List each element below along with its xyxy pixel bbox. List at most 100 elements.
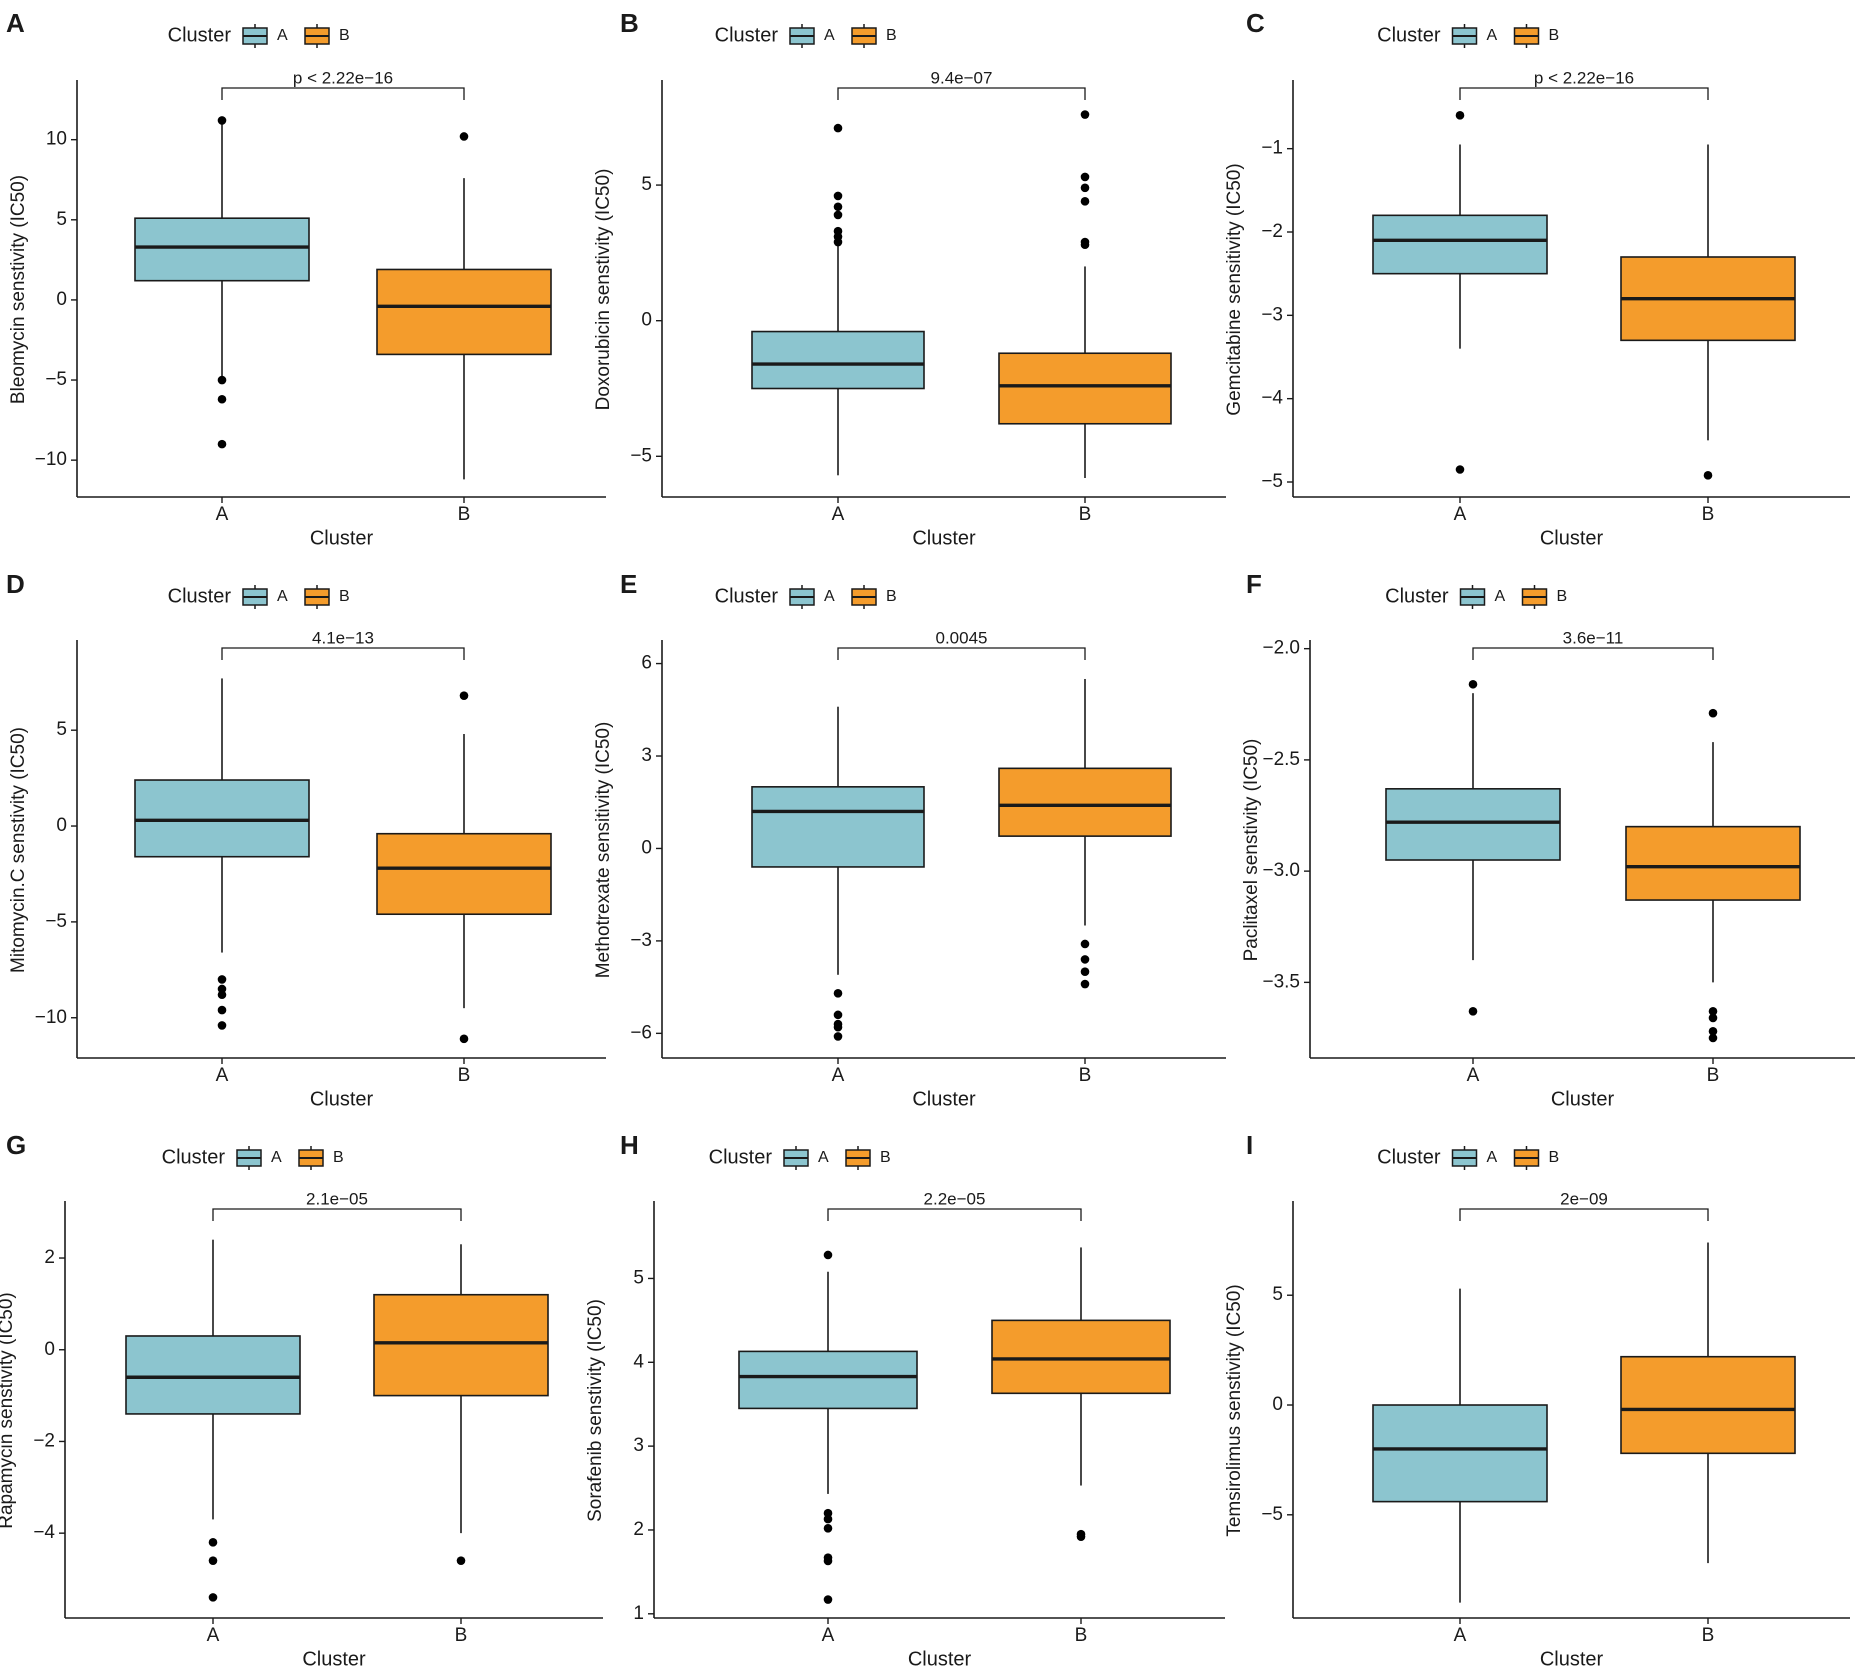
outlier-point <box>459 132 469 141</box>
box-b <box>1620 144 1796 480</box>
outlier-point <box>833 123 843 133</box>
y-tick-label: −5 <box>45 911 67 932</box>
significance-bracket <box>1472 647 1714 660</box>
legend-title: Cluster <box>168 585 232 607</box>
x-tick-label: B <box>1079 504 1092 525</box>
y-tick-label: 5 <box>1272 1284 1283 1305</box>
box-b <box>998 110 1172 479</box>
y-axis-label: Paclitaxel senstivity (IC50) <box>1241 739 1262 962</box>
x-tick-label: B <box>1707 1065 1720 1086</box>
box-iqr <box>991 1319 1171 1395</box>
legend-title: Cluster <box>1377 1146 1441 1168</box>
legend: Cluster A B <box>162 1146 344 1170</box>
legend-label-b: B <box>886 27 897 44</box>
x-axis-label: Cluster <box>912 1088 976 1110</box>
box-b <box>991 1247 1171 1541</box>
significance-bracket <box>1459 1208 1709 1221</box>
outlier-point <box>217 116 227 125</box>
outlier-point <box>1080 939 1090 949</box>
p-value-label: 2e−09 <box>1560 1189 1608 1208</box>
outlier-point <box>823 1556 833 1566</box>
panel-letter: I <box>1246 1130 1253 1160</box>
panel-letter: E <box>620 569 637 599</box>
box-iqr <box>125 1335 301 1415</box>
y-axis-label: Gemcitabine sensitivity (IC50) <box>1224 163 1245 415</box>
y-axis-label: Doxorubicin senstivity (IC50) <box>593 169 614 411</box>
box-iqr <box>134 217 310 282</box>
outlier-point <box>217 394 227 404</box>
x-axis-label: Cluster <box>912 527 976 549</box>
significance-bracket <box>1459 87 1709 100</box>
legend-label-b: B <box>1549 27 1560 44</box>
outlier-point <box>1080 955 1090 964</box>
y-tick-label: −5 <box>1261 1504 1283 1525</box>
box-a <box>125 1239 301 1602</box>
box-b <box>376 691 552 1044</box>
outlier-point <box>1080 110 1090 119</box>
outlier-point <box>217 975 227 984</box>
box-a <box>738 1250 918 1604</box>
p-value-label: p < 2.22e−16 <box>293 68 393 87</box>
p-value-label: p < 2.22e−16 <box>1534 68 1634 87</box>
box-a <box>1372 1288 1548 1603</box>
x-tick-label: B <box>1702 504 1715 525</box>
box-b <box>376 132 552 480</box>
x-tick-label: A <box>822 1625 835 1646</box>
outlier-point <box>459 691 469 700</box>
y-axis-label: Methotrexate sensitivity (IC50) <box>593 722 614 979</box>
outlier-point <box>1080 237 1090 247</box>
y-tick-label: −3 <box>630 930 652 951</box>
y-tick-label: 0 <box>56 289 67 310</box>
outlier-point <box>833 210 843 220</box>
box-iqr <box>376 268 552 356</box>
x-tick-label: B <box>458 1065 471 1086</box>
y-axis-label: Mitomycin.C senstivity (IC50) <box>8 727 29 973</box>
y-tick-label: −10 <box>35 1007 67 1028</box>
y-tick-label: −5 <box>1261 471 1283 492</box>
y-tick-label: 0 <box>641 837 652 858</box>
legend: Cluster A B <box>715 585 897 609</box>
box-iqr <box>1372 1404 1548 1503</box>
legend-label-b: B <box>886 588 897 605</box>
y-tick-label: 10 <box>46 129 67 150</box>
legend: Cluster A B <box>168 24 350 48</box>
y-tick-label: −3.0 <box>1262 860 1300 881</box>
p-value-label: 2.2e−05 <box>924 1189 986 1208</box>
p-value-label: 3.6e−11 <box>1563 628 1624 647</box>
box-b <box>998 678 1172 989</box>
box-a <box>1372 111 1548 474</box>
legend-label-b: B <box>1549 1149 1560 1166</box>
x-tick-label: A <box>216 1065 229 1086</box>
outlier-point <box>1708 1033 1718 1043</box>
y-tick-label: 3 <box>633 1435 644 1456</box>
panel-i: I Cluster A B 5 0 −5 Temsirolimus senstivity (I… <box>1224 1130 1850 1669</box>
outlier-point <box>833 202 843 212</box>
box-iqr <box>738 1350 918 1410</box>
y-tick-label: −5 <box>630 445 652 466</box>
box-iqr <box>134 779 310 858</box>
outlier-point <box>1080 197 1090 206</box>
outlier-point <box>823 1250 833 1260</box>
outlier-point <box>1468 679 1478 689</box>
y-tick-label: −2 <box>1261 221 1283 242</box>
x-axis-label: Cluster <box>302 1648 366 1669</box>
panel-letter: B <box>620 8 639 38</box>
y-tick-label: −2.0 <box>1262 638 1300 659</box>
x-tick-label: B <box>1075 1625 1088 1646</box>
y-tick-label: 0 <box>44 1339 55 1360</box>
y-tick-label: −2 <box>33 1430 55 1451</box>
outlier-point <box>823 1523 833 1533</box>
y-tick-label: −4 <box>33 1522 55 1543</box>
outlier-point <box>1080 979 1090 989</box>
outlier-point <box>1455 111 1465 120</box>
outlier-point <box>217 1021 227 1030</box>
panel-a: A Cluster A B 10 5 0 −5 −10 Bleomycin senstivity … <box>6 8 606 549</box>
panel-letter: A <box>6 8 25 38</box>
box-iqr <box>1625 825 1801 901</box>
y-tick-label: −4 <box>1261 388 1283 409</box>
panel-e: E Cluster A B 6 3 0 −3 −6 Methotrexate sensitivit… <box>593 569 1226 1110</box>
outlier-point <box>823 1514 833 1524</box>
y-tick-label: 6 <box>641 653 652 674</box>
legend-title: Cluster <box>1385 585 1449 607</box>
box-a <box>134 116 310 449</box>
